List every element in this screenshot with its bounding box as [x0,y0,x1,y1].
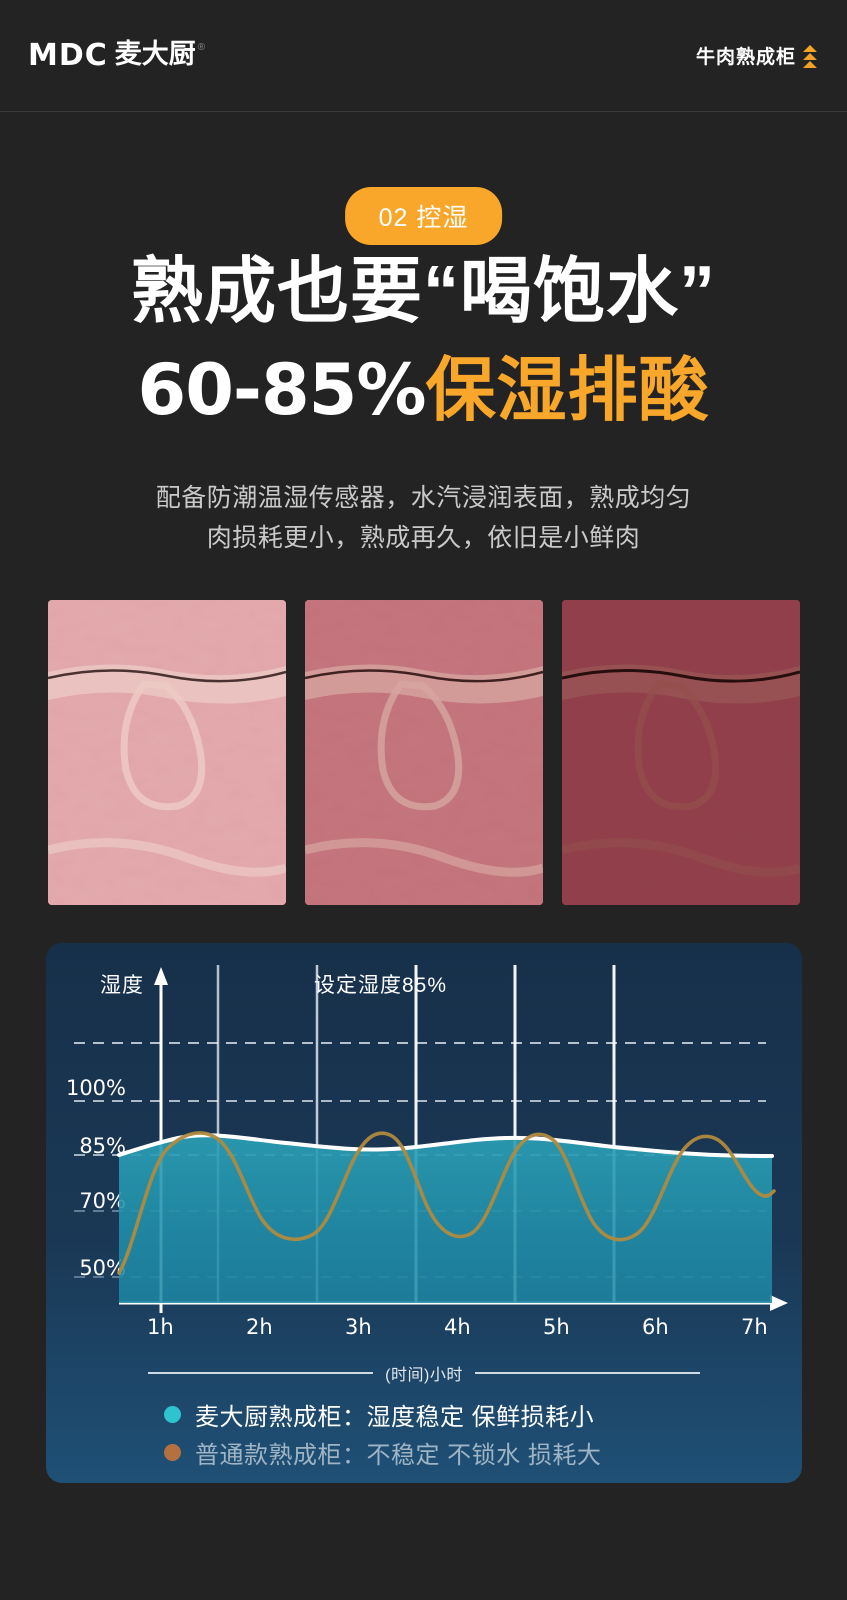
header-category: 牛肉熟成柜 [696,42,817,69]
headline-feature-text: 保湿排酸 [425,351,710,429]
legend-label-ordinary: 普通款熟成柜：不稳定 不锁水 损耗大 [195,1441,602,1469]
hero-subtitle: 配备防潮温湿传感器，水汽浸润表面，熟成均匀 肉损耗更小，熟成再久，依旧是小鲜肉 [0,478,847,558]
legend-label-mdc: 麦大厨熟成柜：湿度稳定 保鲜损耗小 [195,1403,595,1431]
x-tick-4h: 4h [444,1315,471,1339]
page-header: MDC 麦大厨 ® 牛肉熟成柜 [0,0,847,112]
mdc-area [119,1135,772,1303]
chart-y-axis-title: 湿度 [100,974,144,997]
ordinary-line [117,1131,776,1275]
brand-logo[interactable]: MDC 麦大厨 ® [28,37,206,73]
chart-legend: 麦大厨熟成柜：湿度稳定 保鲜损耗小 普通款熟成柜：不稳定 不锁水 损耗大 [164,1395,601,1471]
section-badge: 02 控湿 [344,187,503,245]
subtitle-line-2: 肉损耗更小，熟成再久，依旧是小鲜肉 [206,524,641,552]
x-tick-5h: 5h [543,1315,570,1339]
logo-chinese-text: 麦大厨 [114,38,196,69]
x-tick-2h: 2h [246,1315,273,1339]
legend-item-mdc: 麦大厨熟成柜：湿度稳定 保鲜损耗小 [164,1395,601,1433]
headline-secondary: 60-85%保湿排酸 [0,355,847,425]
marbled-beef-photo-light[interactable] [48,600,286,905]
marbled-beef-photo-medium[interactable] [305,600,543,905]
logo-mark-text: MDC [28,37,108,73]
x-tick-7h: 7h [741,1315,768,1339]
y-tick-100: 100% [65,1076,126,1100]
chart-x-axis-caption: (时间)小时 [46,1361,802,1385]
meat-photo-gallery [48,600,800,905]
legend-dot-ordinary [164,1443,181,1461]
humidity-chart-card: 湿度 设定湿度85% 100% 85% 70% 50% [46,943,802,1483]
x-tick-1h: 1h [147,1315,174,1339]
marbled-beef-photo-dark[interactable] [562,600,800,905]
double-chevron-up-icon [803,44,817,68]
legend-item-ordinary: 普通款熟成柜：不稳定 不锁水 损耗大 [164,1433,601,1471]
chart-setpoint-label: 设定湿度85% [314,974,448,997]
trademark-icon: ® [197,41,206,53]
subtitle-line-1: 配备防潮温湿传感器，水汽浸润表面，熟成均匀 [155,484,692,512]
headline-range-value: 60-85% [137,349,426,431]
headline-primary: 熟成也要“喝饱水” [130,252,716,332]
header-title: 牛肉熟成柜 [695,47,796,68]
x-tick-3h: 3h [345,1315,372,1339]
caption-rule-right [474,1372,700,1374]
y-tick-70: 70% [79,1189,126,1213]
humidity-line-chart [46,943,802,1383]
x-tick-6h: 6h [642,1315,669,1339]
x-axis-label: (时间)小时 [385,1367,463,1384]
legend-dot-mdc [164,1405,181,1423]
caption-rule-left [148,1372,374,1374]
